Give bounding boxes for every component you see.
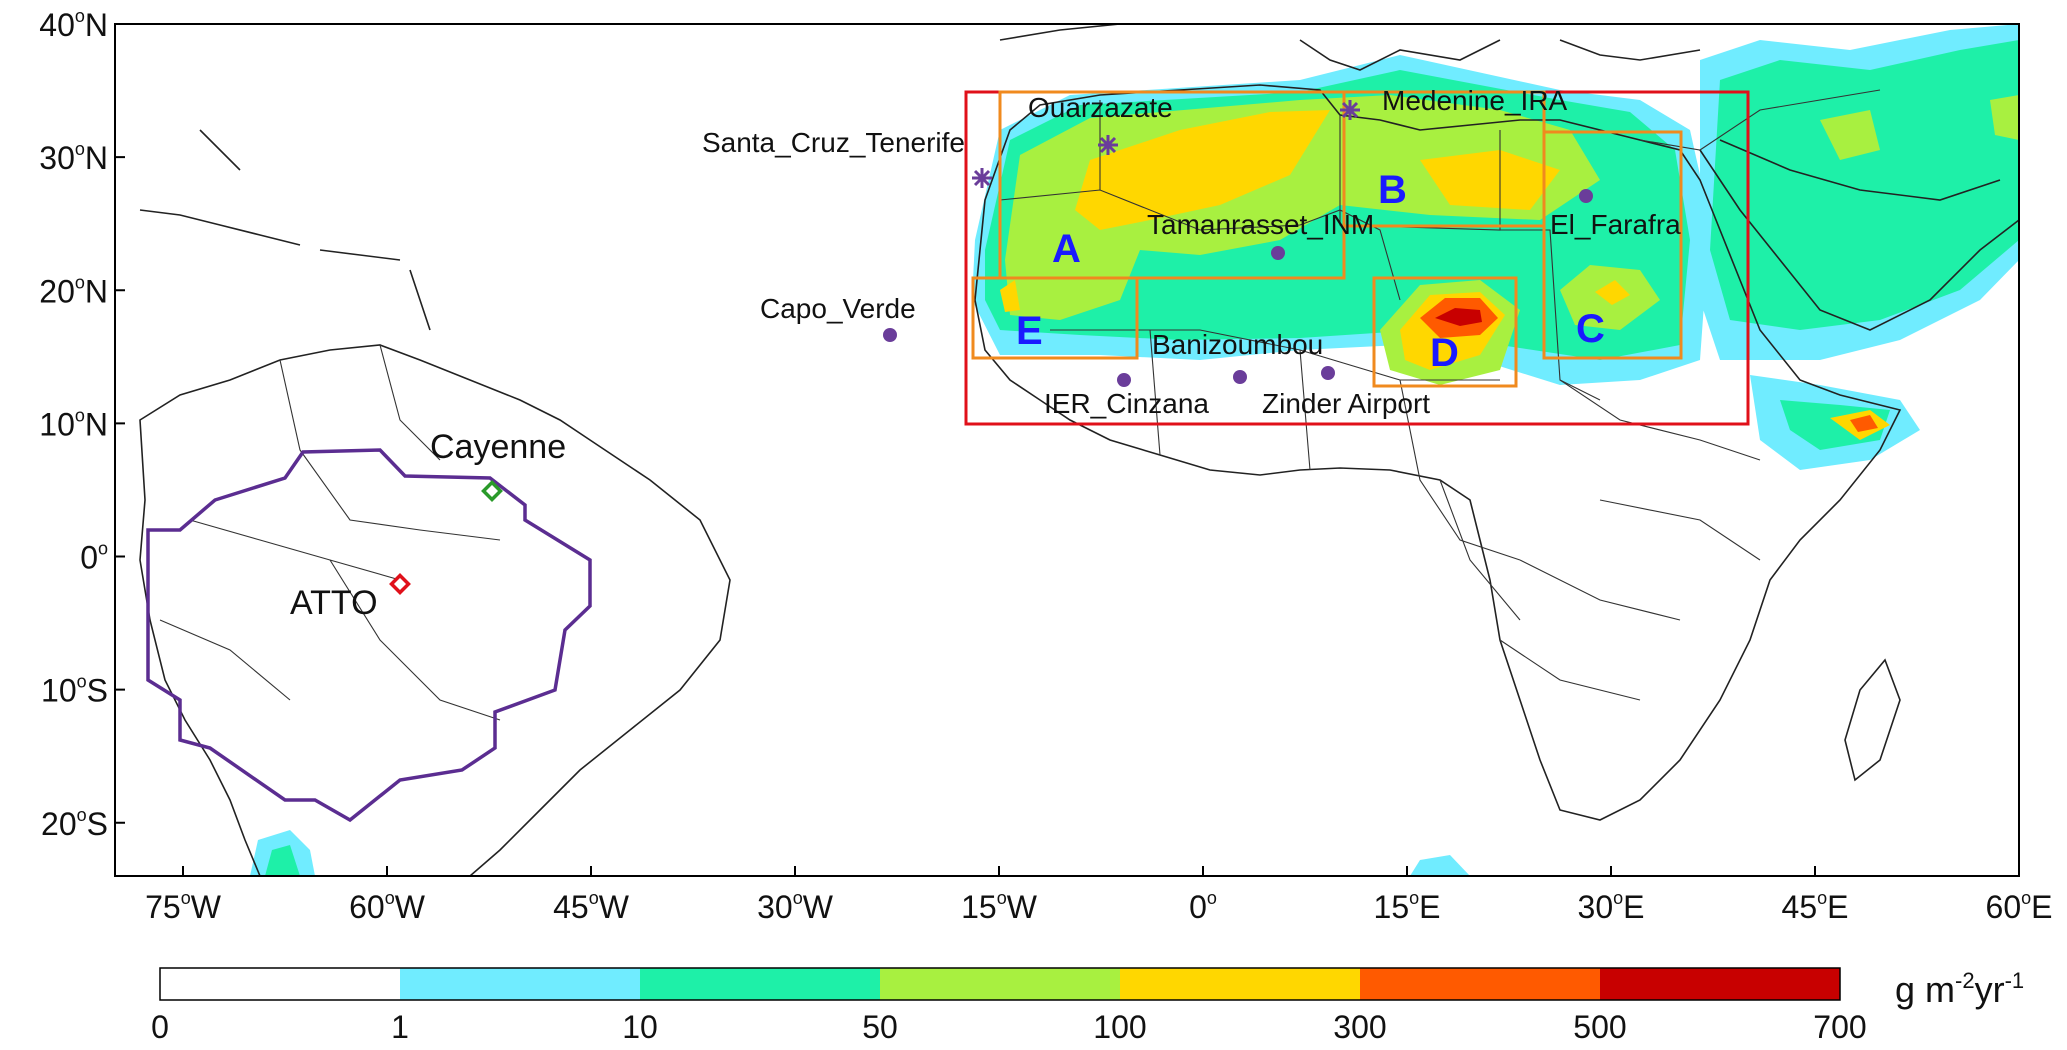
deposition-shading	[250, 24, 2019, 876]
colorbar-label: 700	[1813, 1009, 1866, 1045]
colorbar-label: 50	[862, 1009, 898, 1045]
colorbar-label: 100	[1093, 1009, 1146, 1045]
diamond-marker-atto	[389, 573, 411, 595]
lon-tick-label: 75oW	[145, 888, 222, 925]
dot-marker-zinder	[1321, 366, 1335, 380]
region-letters: A B C D E	[1016, 168, 1605, 375]
madagascar	[1844, 658, 1901, 782]
site-labels: Santa_Cruz_Tenerife Ouarzazate Medenine_…	[290, 85, 1681, 622]
site-label-zinder: Zinder Airport	[1262, 388, 1430, 419]
lat-tick-label: 10oN	[39, 405, 108, 442]
lon-tick-label: 60oE	[1986, 888, 2053, 925]
europe-coast	[999, 24, 1121, 41]
colorbar-segment	[1600, 968, 1840, 1000]
region-letter-e: E	[1016, 309, 1043, 353]
colorbar-segment	[1360, 968, 1600, 1000]
asterisk-marker-medenine	[1340, 100, 1360, 120]
lat-tick-label: 20oN	[39, 272, 108, 309]
site-label-atto: ATTO	[290, 584, 378, 622]
lat-tick-label: 10oS	[41, 672, 108, 709]
region-letter-d: D	[1430, 331, 1459, 375]
region-letter-c: C	[1576, 307, 1605, 351]
latitude-axis: 40oN 30oN 20oN 10oN 0o 10oS 20oS	[39, 6, 125, 842]
region-box-c	[1542, 130, 1683, 360]
lat-tick-label: 0o	[80, 539, 108, 576]
asterisk-marker-santa-cruz	[972, 168, 992, 188]
dot-marker-tamanrasset	[1271, 246, 1285, 260]
site-label-cayenne: Cayenne	[430, 428, 566, 466]
colorbar-label: 500	[1573, 1009, 1626, 1045]
colorbar-segment	[1120, 968, 1360, 1000]
region-letter-a: A	[1052, 227, 1081, 271]
colorbar-unit: g m-2yr-1	[1895, 968, 2024, 1010]
colorbar-segment	[160, 968, 400, 1000]
site-label-banizoumbou: Banizoumbou	[1152, 329, 1323, 360]
lat-tick-label: 30oN	[39, 139, 108, 176]
dot-marker-capo-verde	[883, 328, 897, 342]
colorbar-label: 0	[151, 1009, 169, 1045]
colorbar-segment	[640, 968, 880, 1000]
dot-marker-el-farafra	[1579, 189, 1593, 203]
lon-tick-label: 45oW	[553, 888, 630, 925]
caribbean-islands	[139, 209, 301, 246]
diamond-marker-cayenne	[481, 480, 503, 502]
colorbar-segment	[880, 968, 1120, 1000]
colorbar-outline	[159, 967, 1841, 1001]
lon-tick-label: 30oW	[757, 888, 834, 925]
lat-tick-label: 20oS	[41, 805, 108, 842]
colorbar-label: 10	[622, 1009, 658, 1045]
region-box-d	[1372, 276, 1518, 388]
site-markers	[389, 100, 1593, 595]
region-boxes	[964, 90, 1750, 426]
site-label-ier-cinzana: IER_Cinzana	[1044, 388, 1209, 419]
site-label-santa-cruz: Santa_Cruz_Tenerife	[702, 127, 965, 158]
colorbar-segment	[400, 968, 640, 1000]
site-label-ouarzazate: Ouarzazate	[1028, 92, 1173, 123]
dot-marker-banizoumbou	[1233, 370, 1247, 384]
amazon-basin-outline	[146, 448, 592, 823]
longitude-axis: 75oW 60oW 45oW 30oW 15oW 0o 15oE 30oE 45oE 60oE	[145, 866, 2052, 925]
lon-tick-label: 60oW	[349, 888, 426, 925]
africa-coastline	[974, 84, 1902, 821]
asterisk-marker-ouarzazate	[1098, 135, 1118, 155]
lon-tick-label: 0o	[1189, 888, 1217, 925]
lon-tick-label: 30oE	[1578, 888, 1645, 925]
shade-band-100-300	[1075, 110, 1330, 230]
dot-marker-ier-cinzana	[1117, 373, 1131, 387]
lon-tick-label: 45oE	[1782, 888, 1849, 925]
colorbar-label: 1	[391, 1009, 409, 1045]
lon-tick-label: 15oW	[961, 888, 1038, 925]
lat-tick-label: 40oN	[39, 6, 108, 43]
site-label-medenine: Medenine_IRA	[1382, 85, 1568, 116]
site-label-capo-verde: Capo_Verde	[760, 293, 916, 324]
colorbar-label: 300	[1333, 1009, 1386, 1045]
site-label-el-farafra: El_Farafra	[1550, 209, 1681, 240]
south-america-coastline	[139, 344, 731, 876]
site-label-tamanrasset: Tamanrasset_INM	[1147, 209, 1374, 240]
colorbar: 0 1 10 50 100 300 500 700	[151, 967, 1867, 1045]
region-box-e	[971, 276, 1139, 360]
region-letter-b: B	[1378, 168, 1407, 212]
lon-tick-label: 15oE	[1374, 888, 1441, 925]
